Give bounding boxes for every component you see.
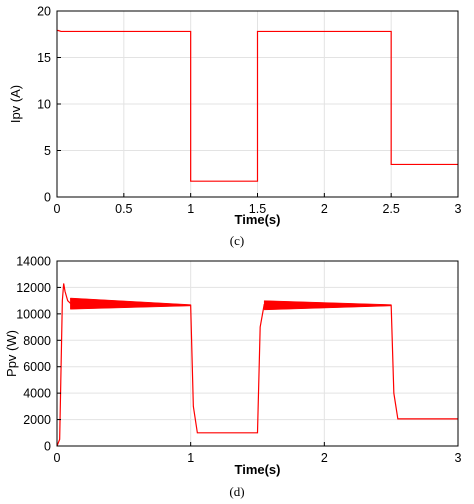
y-ticks-ipv: 0 5 10 15 20 <box>37 5 61 205</box>
axes-frame-ppv <box>56 260 459 447</box>
y-tick-label: 8000 <box>23 334 51 348</box>
x-tick-label: 2 <box>321 202 328 216</box>
chart-ipv: 0 0.5 1 1.5 2 2.5 3 0 5 10 15 20 Time(s) Ipv (A) (… <box>8 5 462 249</box>
series-line-ipv <box>57 29 458 182</box>
x-tick-label: 0 <box>54 451 61 465</box>
x-axis-label-ipv: Time(s) <box>235 212 281 227</box>
y-tick-label: 10000 <box>16 307 51 321</box>
y-tick-label: 4000 <box>23 387 51 401</box>
y-axis-label-ppv: Ppv (W) <box>4 330 19 377</box>
y-tick-label: 0 <box>44 191 51 205</box>
caption-d: (d) <box>229 484 244 499</box>
y-tick-label: 6000 <box>23 360 51 374</box>
x-ticks-ppv: 0 1 2 3 <box>54 442 462 465</box>
x-tick-label: 1 <box>187 202 194 216</box>
y-tick-label: 2000 <box>23 413 51 427</box>
caption-c: (c) <box>230 233 244 248</box>
x-axis-label-ppv: Time(s) <box>235 462 281 477</box>
x-tick-label: 0 <box>54 202 61 216</box>
x-ticks-ipv: 0 0.5 1 1.5 2 2.5 3 <box>54 193 462 216</box>
y-tick-label: 20 <box>37 5 51 19</box>
y-tick-label: 10 <box>37 98 51 112</box>
x-tick-label: 2 <box>321 451 328 465</box>
y-tick-label: 0 <box>44 440 51 454</box>
y-tick-label: 12000 <box>16 281 51 295</box>
y-ticks-ppv: 0 2000 4000 6000 8000 10000 12000 14000 <box>16 255 61 454</box>
y-axis-label-ipv: Ipv (A) <box>8 85 23 123</box>
x-tick-label: 2.5 <box>382 202 399 216</box>
x-tick-label: 1 <box>187 451 194 465</box>
series-line-ppv <box>56 283 458 447</box>
x-tick-label: 0.5 <box>115 202 132 216</box>
y-tick-label: 5 <box>44 144 51 158</box>
chart-ppv: 0 1 2 3 0 2000 4000 6000 8000 10000 12000 14000 Ti… <box>4 255 462 500</box>
x-tick-label: 3 <box>455 451 462 465</box>
x-tick-label: 3 <box>455 202 462 216</box>
y-tick-label: 15 <box>37 51 51 65</box>
x-tick-label: 1.5 <box>249 202 266 216</box>
y-tick-label: 14000 <box>16 255 51 269</box>
